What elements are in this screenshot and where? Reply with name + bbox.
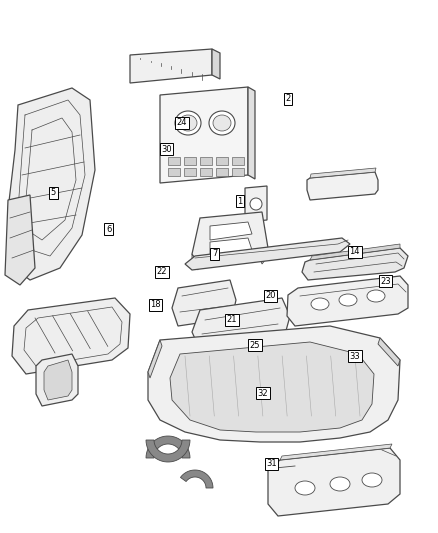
Ellipse shape (362, 473, 382, 487)
Polygon shape (310, 168, 376, 178)
Polygon shape (245, 186, 267, 222)
Polygon shape (8, 88, 95, 280)
Polygon shape (200, 157, 212, 165)
Polygon shape (212, 49, 220, 79)
Polygon shape (172, 280, 236, 326)
Polygon shape (200, 168, 212, 176)
Polygon shape (268, 448, 400, 516)
Text: 21: 21 (227, 316, 237, 324)
Ellipse shape (179, 115, 197, 131)
Polygon shape (168, 157, 180, 165)
Polygon shape (12, 298, 130, 374)
Polygon shape (307, 172, 378, 200)
Text: 1: 1 (237, 197, 243, 206)
Polygon shape (146, 436, 190, 458)
Polygon shape (185, 238, 350, 270)
Text: 30: 30 (161, 145, 172, 154)
Polygon shape (146, 440, 190, 462)
Polygon shape (184, 157, 196, 165)
Polygon shape (130, 49, 212, 83)
Polygon shape (280, 444, 392, 460)
Ellipse shape (209, 111, 235, 135)
Ellipse shape (250, 198, 262, 210)
Polygon shape (232, 168, 244, 176)
Text: 2: 2 (286, 94, 291, 103)
Text: 22: 22 (157, 268, 167, 276)
Ellipse shape (339, 294, 357, 306)
Text: 25: 25 (250, 341, 260, 350)
Ellipse shape (295, 481, 315, 495)
Text: 31: 31 (266, 459, 277, 468)
Polygon shape (287, 276, 408, 326)
Ellipse shape (213, 115, 231, 131)
Polygon shape (378, 338, 400, 366)
Polygon shape (160, 87, 248, 183)
Text: 33: 33 (350, 352, 360, 360)
Polygon shape (36, 354, 78, 406)
Polygon shape (216, 168, 228, 176)
Polygon shape (260, 248, 270, 264)
Polygon shape (192, 298, 290, 350)
Text: 5: 5 (51, 189, 56, 197)
Polygon shape (148, 326, 400, 442)
Text: 18: 18 (150, 301, 161, 309)
Polygon shape (5, 195, 35, 285)
Polygon shape (184, 168, 196, 176)
Polygon shape (170, 342, 374, 432)
Polygon shape (216, 157, 228, 165)
Polygon shape (180, 470, 213, 488)
Polygon shape (192, 254, 198, 270)
Ellipse shape (367, 290, 385, 302)
Polygon shape (248, 87, 255, 179)
Text: 7: 7 (212, 249, 217, 258)
Polygon shape (148, 340, 162, 378)
Polygon shape (168, 168, 180, 176)
Polygon shape (192, 212, 268, 264)
Text: 23: 23 (380, 277, 391, 286)
Polygon shape (302, 248, 408, 280)
Text: 32: 32 (258, 389, 268, 398)
Polygon shape (44, 360, 72, 400)
Text: 20: 20 (265, 292, 276, 300)
Ellipse shape (175, 111, 201, 135)
Polygon shape (210, 238, 252, 256)
Text: 6: 6 (106, 225, 111, 233)
Ellipse shape (311, 298, 329, 310)
Polygon shape (232, 157, 244, 165)
Polygon shape (210, 222, 252, 240)
Ellipse shape (330, 477, 350, 491)
Polygon shape (310, 244, 400, 260)
Text: 24: 24 (177, 118, 187, 127)
Text: 14: 14 (350, 247, 360, 256)
